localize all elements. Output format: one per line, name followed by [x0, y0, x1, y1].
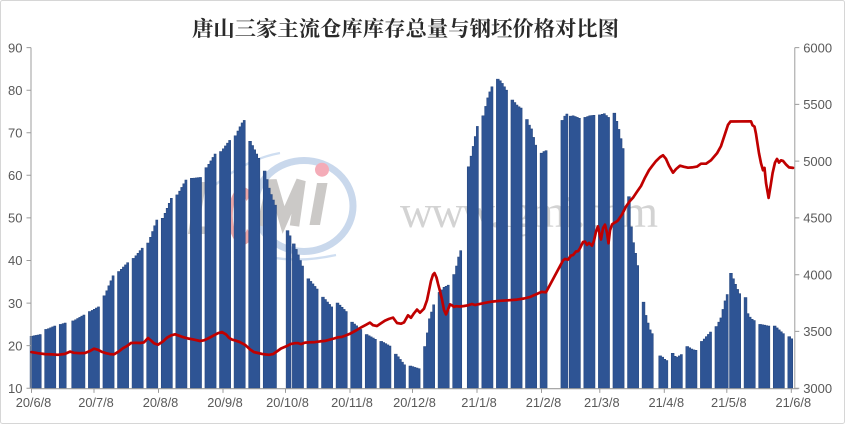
- svg-text:40: 40: [8, 253, 22, 268]
- svg-text:4500: 4500: [803, 211, 832, 226]
- svg-text:21/3/8: 21/3/8: [584, 395, 620, 410]
- svg-text:10: 10: [8, 381, 22, 396]
- svg-text:20: 20: [8, 338, 22, 353]
- svg-text:20/10/8: 20/10/8: [266, 395, 309, 410]
- svg-text:20/6/8: 20/6/8: [16, 395, 52, 410]
- svg-text:20/11/8: 20/11/8: [331, 395, 373, 410]
- svg-text:20/12/8: 20/12/8: [393, 395, 436, 410]
- svg-text:90: 90: [8, 40, 22, 55]
- svg-text:6000: 6000: [803, 40, 832, 55]
- svg-text:21/5/8: 21/5/8: [711, 395, 747, 410]
- svg-text:70: 70: [8, 125, 22, 140]
- svg-text:4000: 4000: [803, 267, 832, 282]
- svg-text:5500: 5500: [803, 97, 832, 112]
- svg-text:80: 80: [8, 83, 22, 98]
- svg-text:60: 60: [8, 168, 22, 183]
- svg-text:30: 30: [8, 296, 22, 311]
- svg-text:21/4/8: 21/4/8: [649, 395, 685, 410]
- svg-text:20/9/8: 20/9/8: [207, 395, 243, 410]
- svg-text:21/6/8: 21/6/8: [776, 395, 812, 410]
- svg-text:3000: 3000: [803, 381, 832, 396]
- svg-text:21/1/8: 21/1/8: [461, 395, 497, 410]
- svg-text:3500: 3500: [803, 324, 832, 339]
- svg-text:5000: 5000: [803, 154, 832, 169]
- svg-text:50: 50: [8, 211, 22, 226]
- svg-text:21/2/8: 21/2/8: [526, 395, 562, 410]
- svg-text:20/7/8: 20/7/8: [78, 395, 114, 410]
- svg-text:20/8/8: 20/8/8: [143, 395, 179, 410]
